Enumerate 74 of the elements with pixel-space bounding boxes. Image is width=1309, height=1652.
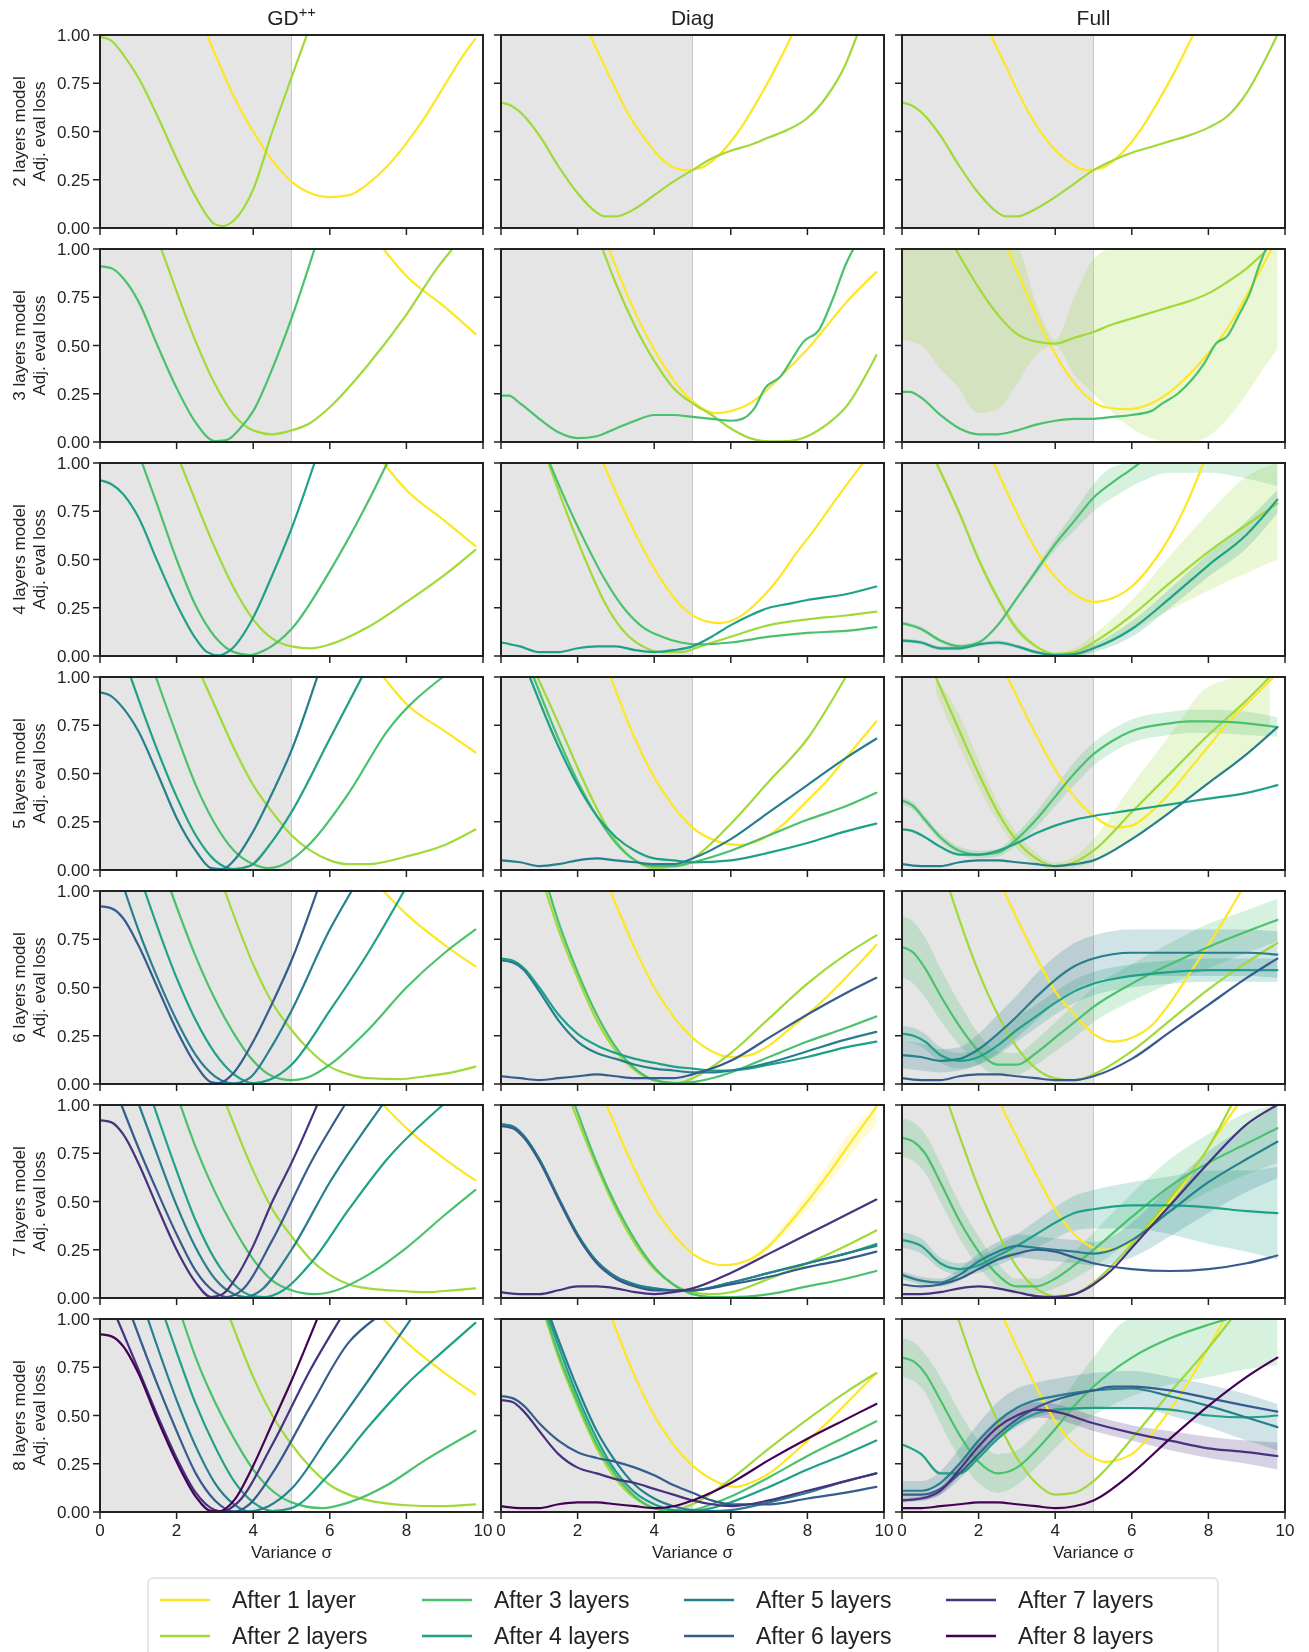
- y-tick-label: 0.25: [56, 1026, 90, 1046]
- y-tick-label: 0.25: [56, 1454, 90, 1474]
- y-tick-label: 1.00: [56, 454, 90, 473]
- y-axis-title: 2 layers model Adj. eval loss: [10, 76, 49, 187]
- legend-label: After 7 layers: [1018, 1587, 1154, 1613]
- y-tick-label: 0.25: [56, 384, 90, 404]
- y-tick-label: 0.00: [56, 1503, 90, 1522]
- y-axis-title: 8 layers model Adj. eval loss: [10, 1360, 49, 1471]
- y-tick-label: 0.75: [56, 288, 90, 308]
- chart-title: Diag: [670, 6, 715, 29]
- y-tick-label: 0.75: [56, 1144, 90, 1164]
- x-tick-label: 4: [248, 1521, 258, 1540]
- legend-label: After 8 layers: [1018, 1623, 1154, 1649]
- y-tick-label: 0.25: [56, 1240, 90, 1260]
- x-tick-label: 10: [874, 1521, 894, 1540]
- x-axis-title: Variance σ: [651, 1543, 734, 1562]
- y-tick-label: 0.25: [56, 812, 90, 832]
- y-tick-label: 1.00: [56, 26, 90, 45]
- y-tick-label: 0.50: [56, 764, 90, 784]
- legend-label: After 2 layers: [232, 1623, 368, 1649]
- y-axis-title: 3 layers model Adj. eval loss: [10, 290, 49, 401]
- y-tick-label: 0.50: [56, 122, 90, 142]
- y-tick-label: 1.00: [56, 882, 90, 901]
- y-tick-label: 0.75: [56, 716, 90, 736]
- y-axis-title: 4 layers model Adj. eval loss: [10, 504, 49, 615]
- y-tick-label: 0.00: [56, 433, 90, 452]
- legend-label: After 3 layers: [494, 1587, 630, 1613]
- legend-label: After 5 layers: [756, 1587, 892, 1613]
- y-axis-title: 5 layers model Adj. eval loss: [10, 718, 49, 829]
- y-tick-label: 0.00: [56, 1075, 90, 1094]
- x-tick-label: 10: [473, 1521, 493, 1540]
- x-tick-label: 4: [1050, 1521, 1060, 1540]
- x-tick-label: 0: [897, 1521, 907, 1540]
- x-axis-title: Variance σ: [250, 1543, 333, 1562]
- x-tick-label: 2: [973, 1521, 984, 1540]
- y-tick-label: 0.75: [56, 930, 90, 950]
- x-tick-label: 0: [95, 1521, 105, 1540]
- y-tick-label: 0.25: [56, 170, 90, 190]
- x-tick-label: 2: [572, 1521, 583, 1540]
- chart-title: Full: [1076, 6, 1111, 29]
- legend-label: After 4 layers: [494, 1623, 630, 1649]
- y-tick-label: 1.00: [56, 668, 90, 687]
- x-tick-label: 8: [401, 1521, 412, 1540]
- y-axis-title: 7 layers model Adj. eval loss: [10, 1146, 49, 1257]
- x-tick-label: 2: [171, 1521, 182, 1540]
- x-tick-label: 6: [726, 1521, 736, 1540]
- x-axis-title: Variance σ: [1052, 1543, 1135, 1562]
- y-tick-label: 0.25: [56, 598, 90, 618]
- x-tick-label: 8: [1203, 1521, 1214, 1540]
- y-tick-label: 0.00: [56, 861, 90, 880]
- y-tick-label: 1.00: [56, 240, 90, 259]
- y-tick-label: 0.50: [56, 550, 90, 570]
- legend-label: After 1 layer: [232, 1587, 357, 1613]
- y-tick-label: 0.75: [56, 74, 90, 94]
- y-tick-label: 0.75: [56, 502, 90, 522]
- y-tick-label: 0.00: [56, 1289, 90, 1308]
- y-tick-label: 0.50: [56, 1192, 90, 1212]
- y-tick-label: 1.00: [56, 1310, 90, 1329]
- y-tick-label: 0.00: [56, 647, 90, 666]
- y-axis-title: 6 layers model Adj. eval loss: [10, 932, 49, 1043]
- y-tick-label: 0.50: [56, 978, 90, 998]
- y-tick-label: 0.50: [56, 336, 90, 356]
- x-tick-label: 0: [496, 1521, 506, 1540]
- x-tick-label: 8: [802, 1521, 813, 1540]
- x-tick-label: 4: [649, 1521, 659, 1540]
- x-tick-label: 10: [1275, 1521, 1295, 1540]
- y-tick-label: 0.50: [56, 1406, 90, 1426]
- legend-label: After 6 layers: [756, 1623, 892, 1649]
- x-tick-label: 6: [325, 1521, 335, 1540]
- chart-title: GD$^{++}$: [267, 4, 316, 29]
- x-tick-label: 6: [1127, 1521, 1137, 1540]
- y-tick-label: 0.00: [56, 219, 90, 238]
- y-tick-label: 0.75: [56, 1358, 90, 1378]
- y-tick-label: 1.00: [56, 1096, 90, 1115]
